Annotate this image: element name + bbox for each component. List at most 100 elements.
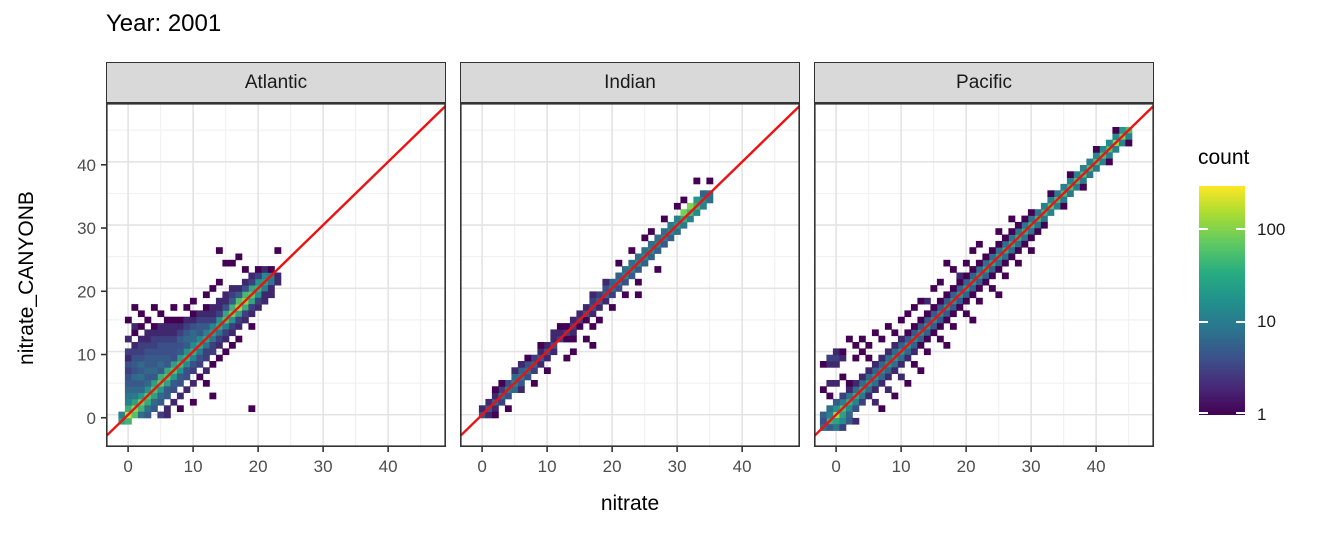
bin-cell [176, 316, 184, 324]
bin-cell [858, 398, 866, 406]
bin-cell [504, 405, 512, 412]
bin-cell [222, 291, 230, 299]
bin-cell [163, 392, 171, 400]
bin-cell [1034, 209, 1042, 216]
x-tick-label: 0 [477, 457, 486, 476]
bin-cell [157, 348, 165, 356]
bin-cell [917, 342, 925, 349]
bin-cell [196, 329, 204, 337]
bin-cell [215, 316, 223, 324]
bin-cell [248, 297, 256, 305]
legend-tick-label-1: 1 [1257, 405, 1267, 424]
bin-cell [832, 348, 840, 356]
bin-cell [923, 335, 931, 343]
bin-cell [131, 304, 139, 311]
bin-cell [1014, 228, 1022, 235]
bin-cell [628, 247, 636, 254]
bin-cell [1073, 183, 1081, 191]
bin-cell [962, 278, 970, 286]
bin-cell [131, 392, 139, 400]
bin-cell [176, 323, 184, 330]
bin-cell [131, 367, 139, 374]
bin-cell [202, 354, 210, 362]
bin-cell [1099, 158, 1107, 166]
bin-cell [975, 259, 983, 267]
facet-strip-label: Indian [604, 71, 656, 93]
bin-cell [241, 278, 249, 286]
bin-cell [962, 310, 970, 318]
bin-cell [1008, 228, 1016, 235]
bin-cell [144, 361, 152, 368]
bin-cell [1008, 247, 1016, 254]
bin-cell [1001, 259, 1009, 267]
bin-cell [228, 297, 236, 305]
bin-cell [936, 316, 944, 324]
bin-cell [157, 398, 165, 406]
bin-cell [845, 405, 853, 412]
bin-cell [254, 291, 262, 299]
bin-cell [235, 335, 243, 343]
bin-cell [131, 323, 139, 330]
bin-cell [904, 310, 912, 318]
bin-cell [917, 335, 925, 343]
bin-cell [196, 361, 204, 368]
bin-cell [589, 323, 597, 330]
bin-cell [884, 323, 892, 330]
bin-cell [910, 329, 918, 337]
bin-cell [176, 380, 184, 387]
bin-cell [176, 348, 184, 356]
bin-cell [1066, 177, 1074, 185]
legend-title: count [1198, 146, 1250, 169]
bin-cell [1060, 183, 1068, 191]
bin-cell [910, 323, 918, 330]
bin-cell [550, 348, 558, 356]
bin-cell [871, 329, 879, 337]
bin-cell [569, 348, 577, 356]
bin-cell [267, 278, 275, 286]
bin-cell [982, 272, 990, 280]
bin-cell [1027, 215, 1035, 223]
bin-cell [183, 373, 191, 381]
bin-cell [170, 386, 178, 393]
bin-cell [897, 316, 905, 324]
bin-cell [1092, 146, 1100, 153]
bin-cell [517, 361, 525, 368]
bin-cell [189, 297, 197, 305]
bin-cell [524, 354, 532, 362]
bin-cell [615, 285, 623, 292]
bin-cell [144, 411, 152, 419]
bin-cell [157, 361, 165, 368]
legend-colorbar [1199, 186, 1245, 415]
bin-cell [144, 405, 152, 412]
bin-cell [839, 424, 847, 431]
bin-cell [537, 342, 545, 349]
bin-cell [1001, 234, 1009, 242]
bin-cell [209, 335, 217, 343]
bin-cell [891, 329, 899, 337]
y-tick-label: 30 [77, 219, 96, 238]
bin-cell [498, 386, 506, 393]
bin-cell [202, 348, 210, 356]
bin-cell [1047, 196, 1055, 204]
bin-cell [176, 367, 184, 374]
bin-cell [865, 373, 873, 381]
facet-strip-label: Pacific [956, 71, 1012, 93]
bin-cell [1001, 240, 1009, 248]
bin-cell [852, 342, 860, 349]
bin-cell [157, 335, 165, 343]
bin-cell [261, 266, 269, 273]
bin-cell [183, 367, 191, 374]
bin-cell [144, 329, 152, 337]
bin-cell [563, 335, 571, 343]
bin-cell [183, 323, 191, 330]
bin-cell [150, 361, 158, 368]
bin-cell [871, 380, 879, 387]
bin-cell [144, 380, 152, 387]
bin-cell [498, 398, 506, 406]
bin-cell [982, 259, 990, 267]
bin-cell [543, 354, 551, 362]
bin-cell [878, 405, 886, 412]
bin-cell [982, 278, 990, 286]
bin-cell [235, 291, 243, 299]
facet-indian: Indian 0 10 20 30 40 [460, 62, 800, 478]
